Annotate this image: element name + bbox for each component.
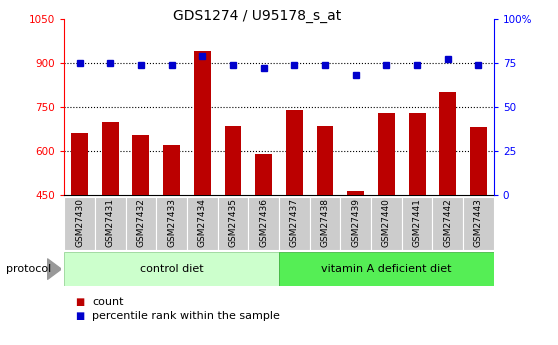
Bar	[279, 252, 494, 286]
Text: GSM27431: GSM27431	[105, 198, 115, 247]
Text: GSM27442: GSM27442	[443, 198, 453, 247]
Bar	[163, 145, 180, 195]
Bar	[71, 133, 88, 195]
Bar	[156, 197, 187, 250]
Text: GSM27439: GSM27439	[351, 198, 360, 247]
Bar	[218, 197, 248, 250]
Bar	[310, 197, 340, 250]
Bar	[470, 127, 487, 195]
Text: GSM27440: GSM27440	[382, 198, 391, 247]
Text: GSM27441: GSM27441	[412, 198, 422, 247]
Text: ■: ■	[75, 311, 85, 321]
Text: GSM27436: GSM27436	[259, 198, 268, 247]
Text: vitamin A deficient diet: vitamin A deficient diet	[321, 264, 451, 274]
Text: GSM27438: GSM27438	[320, 198, 330, 247]
Text: GSM27432: GSM27432	[136, 198, 146, 247]
Text: GDS1274 / U95178_s_at: GDS1274 / U95178_s_at	[172, 9, 341, 23]
Text: count: count	[92, 297, 123, 307]
Text: GSM27443: GSM27443	[474, 198, 483, 247]
Text: protocol: protocol	[6, 264, 51, 274]
Bar	[187, 197, 218, 250]
Text: GSM27437: GSM27437	[290, 198, 299, 247]
Bar	[371, 197, 402, 250]
Polygon shape	[47, 259, 61, 279]
Bar	[126, 197, 156, 250]
Bar	[248, 197, 279, 250]
Bar	[255, 154, 272, 195]
Bar	[402, 197, 432, 250]
Bar	[286, 110, 303, 195]
Bar	[439, 92, 456, 195]
Bar	[347, 190, 364, 195]
Bar	[432, 197, 463, 250]
Text: GSM27434: GSM27434	[198, 198, 207, 247]
Text: ■: ■	[75, 297, 85, 307]
Text: control diet: control diet	[140, 264, 204, 274]
Text: GSM27435: GSM27435	[228, 198, 238, 247]
Bar	[64, 197, 95, 250]
Bar	[194, 51, 211, 195]
Bar	[102, 121, 119, 195]
Text: GSM27433: GSM27433	[167, 198, 176, 247]
Bar	[64, 252, 279, 286]
Bar	[224, 126, 242, 195]
Text: percentile rank within the sample: percentile rank within the sample	[92, 311, 280, 321]
Bar	[279, 197, 310, 250]
Bar	[95, 197, 126, 250]
Text: GSM27430: GSM27430	[75, 198, 84, 247]
Bar	[340, 197, 371, 250]
Bar	[408, 113, 426, 195]
Bar	[378, 113, 395, 195]
Bar	[132, 135, 150, 195]
Bar	[316, 126, 334, 195]
Bar	[463, 197, 494, 250]
